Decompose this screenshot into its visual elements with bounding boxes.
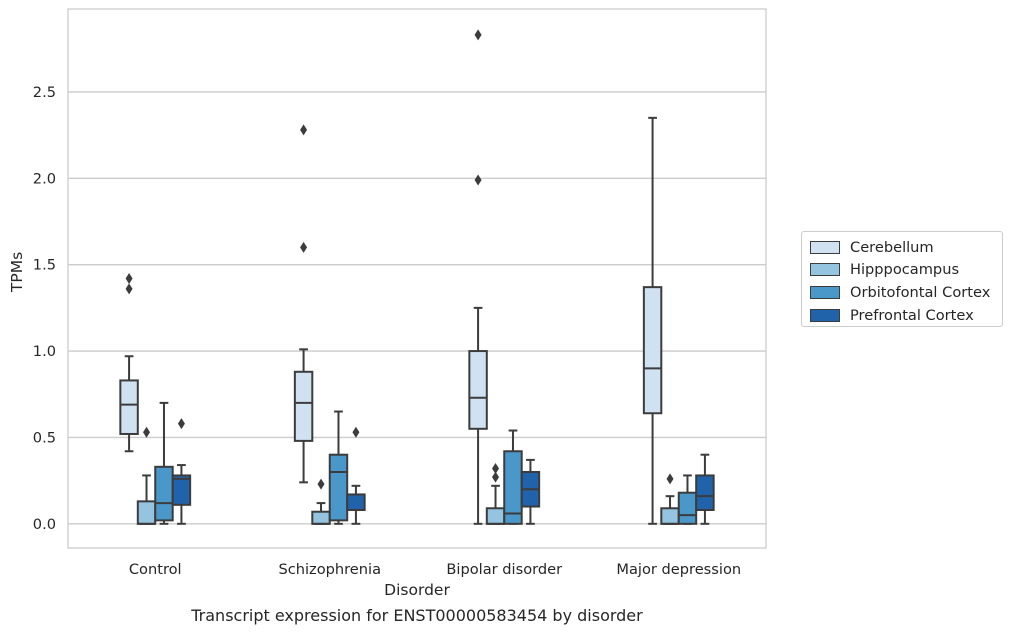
x-tick-label: Bipolar disorder [446,561,562,578]
box-cerebellum [642,116,663,525]
outlier-point [317,478,325,490]
y-tick-label: 2.0 [33,170,56,187]
box-iqr [677,491,698,525]
outlier-point [666,473,674,485]
box-hipppocampus [660,473,680,525]
box-iqr [642,286,663,415]
x-tick-label: Control [129,561,182,578]
y-tick-label: 0.0 [33,516,56,533]
y-tick-label: 1.5 [33,257,56,274]
box-iqr [136,500,157,525]
legend-label: Hipppocampus [850,261,960,279]
box-iqr [119,379,139,435]
legend: Cerebellum Hipppocampus Orbitofontal Corte… [801,231,1003,327]
x-tick-label: Schizophrenia [278,561,381,578]
y-tick-labels: 0.0 0.5 1.0 1.5 2.0 2.5 [33,84,56,533]
outlier-point [352,426,360,438]
box-prefrontal-cortex [346,426,366,525]
legend-swatch [810,263,840,277]
y-tick-label: 2.5 [33,84,56,101]
outlier-point [125,273,133,284]
box-hipppocampus [485,463,506,525]
box-iqr [293,370,314,442]
outlier-point [474,174,482,186]
outlier-point [143,426,151,438]
box-cerebellum [293,124,314,484]
box-iqr [660,507,680,525]
box-orbitofontal-cortex [154,401,174,525]
box-iqr [485,507,506,525]
y-axis-label: TPMs [8,252,26,293]
outlier-point [177,418,185,430]
x-axis-label: Disorder [384,581,450,599]
box-iqr [346,493,366,511]
legend-swatch [810,240,840,254]
box-iqr [311,510,331,525]
outlier-point [125,283,133,295]
plot-frame [67,8,767,549]
y-tick-label: 1.0 [33,343,56,360]
box-iqr [154,465,174,522]
outlier-point [300,124,308,136]
outlier-point [492,471,500,483]
x-tick-label: Major depression [616,561,741,578]
box-prefrontal-cortex [171,418,192,525]
box-iqr [695,474,715,511]
outlier-point [300,241,308,253]
legend-item: Orbitofontal Cortex [810,281,1002,304]
x-tick-labels: Control Schizophrenia Bipolar disorder Majo… [129,561,741,578]
box-iqr [468,350,488,430]
box-orbitofontal-cortex [503,429,523,525]
legend-item: Prefrontal Cortex [810,304,1002,327]
boxes [119,29,715,525]
y-tick-label: 0.5 [33,429,56,446]
legend-item: Cerebellum [810,236,1002,259]
outlier-point [492,463,500,475]
box-hipppocampus [136,426,157,525]
box-prefrontal-cortex [695,453,715,525]
chart-caption: Transcript expression for ENST0000058345… [191,606,643,625]
legend-label: Prefrontal Cortex [850,306,974,324]
box-iqr [328,453,349,522]
box-iqr [171,474,192,506]
outlier-point [474,29,482,41]
legend-swatch [810,285,840,299]
box-cerebellum [468,29,488,525]
legend-swatch [810,308,840,322]
legend-label: Cerebellum [850,238,934,256]
box-orbitofontal-cortex [328,410,349,525]
box-orbitofontal-cortex [677,474,698,525]
box-cerebellum [119,273,139,453]
box-hipppocampus [311,478,331,525]
box-prefrontal-cortex [520,458,541,525]
legend-label: Orbitofontal Cortex [850,283,991,301]
legend-item: Hipppocampus [810,259,1002,282]
